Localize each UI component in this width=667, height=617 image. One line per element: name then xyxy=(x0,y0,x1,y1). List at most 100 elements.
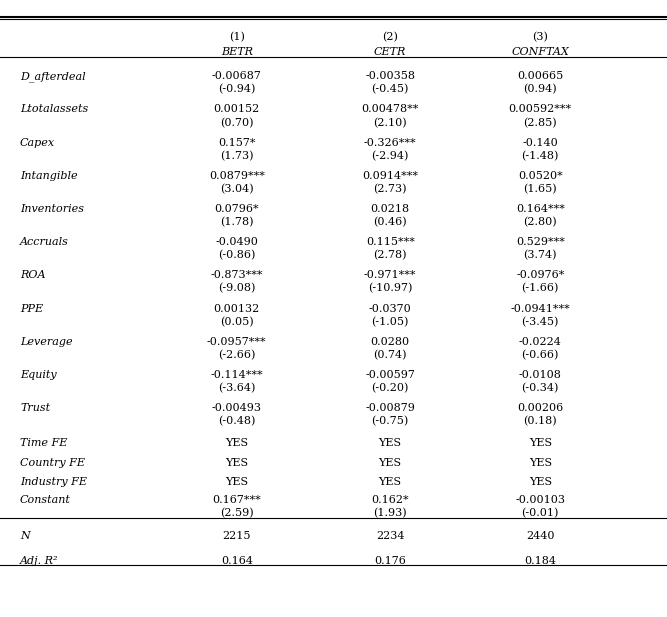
Text: 0.0280: 0.0280 xyxy=(371,337,410,347)
Text: (-0.20): (-0.20) xyxy=(372,383,409,393)
Text: (-0.01): (-0.01) xyxy=(522,508,559,518)
Text: 0.115***: 0.115*** xyxy=(366,237,415,247)
Text: (-2.94): (-2.94) xyxy=(372,151,409,161)
Text: -0.873***: -0.873*** xyxy=(211,270,263,280)
Text: (2.73): (2.73) xyxy=(374,184,407,194)
Text: D_afterdeal: D_afterdeal xyxy=(20,71,85,82)
Text: (-1.05): (-1.05) xyxy=(372,317,409,327)
Text: -0.00687: -0.00687 xyxy=(212,71,261,81)
Text: 0.164: 0.164 xyxy=(221,557,253,566)
Text: CONFTAX: CONFTAX xyxy=(512,47,569,57)
Text: 0.176: 0.176 xyxy=(374,557,406,566)
Text: YES: YES xyxy=(379,458,402,468)
Text: 2234: 2234 xyxy=(376,531,404,541)
Text: -0.0976*: -0.0976* xyxy=(516,270,564,280)
Text: (1.65): (1.65) xyxy=(524,184,557,194)
Text: Ltotalassets: Ltotalassets xyxy=(20,104,88,114)
Text: -0.0490: -0.0490 xyxy=(215,237,258,247)
Text: YES: YES xyxy=(529,458,552,468)
Text: (-2.66): (-2.66) xyxy=(218,350,255,360)
Text: -0.0108: -0.0108 xyxy=(519,370,562,380)
Text: 0.157*: 0.157* xyxy=(218,138,255,147)
Text: CETR: CETR xyxy=(374,47,406,57)
Text: -0.0957***: -0.0957*** xyxy=(207,337,267,347)
Text: 0.164***: 0.164*** xyxy=(516,204,565,214)
Text: Constant: Constant xyxy=(20,495,71,505)
Text: (2.10): (2.10) xyxy=(374,117,407,128)
Text: -0.00879: -0.00879 xyxy=(366,403,415,413)
Text: 0.0914***: 0.0914*** xyxy=(362,171,418,181)
Text: (-0.45): (-0.45) xyxy=(372,85,409,94)
Text: -0.0224: -0.0224 xyxy=(519,337,562,347)
Text: -0.00597: -0.00597 xyxy=(366,370,415,380)
Text: 0.184: 0.184 xyxy=(524,557,556,566)
Text: (-0.34): (-0.34) xyxy=(522,383,559,393)
Text: (0.05): (0.05) xyxy=(220,317,253,327)
Text: (-3.64): (-3.64) xyxy=(218,383,255,393)
Text: 0.0796*: 0.0796* xyxy=(215,204,259,214)
Text: (1.93): (1.93) xyxy=(374,508,407,518)
Text: BETR: BETR xyxy=(221,47,253,57)
Text: (0.70): (0.70) xyxy=(220,117,253,128)
Text: (3.04): (3.04) xyxy=(220,184,253,194)
Text: -0.971***: -0.971*** xyxy=(364,270,416,280)
Text: 0.529***: 0.529*** xyxy=(516,237,565,247)
Text: -0.00493: -0.00493 xyxy=(212,403,261,413)
Text: (-0.66): (-0.66) xyxy=(522,350,559,360)
Text: 0.0218: 0.0218 xyxy=(371,204,410,214)
Text: Inventories: Inventories xyxy=(20,204,84,214)
Text: 0.0879***: 0.0879*** xyxy=(209,171,265,181)
Text: 2215: 2215 xyxy=(223,531,251,541)
Text: Industry FE: Industry FE xyxy=(20,478,87,487)
Text: (3.74): (3.74) xyxy=(524,250,557,260)
Text: (1.73): (1.73) xyxy=(220,151,253,161)
Text: -0.140: -0.140 xyxy=(522,138,558,147)
Text: Country FE: Country FE xyxy=(20,458,85,468)
Text: (-0.48): (-0.48) xyxy=(218,416,255,426)
Text: -0.326***: -0.326*** xyxy=(364,138,416,147)
Text: 0.00132: 0.00132 xyxy=(213,304,260,313)
Text: 2440: 2440 xyxy=(526,531,554,541)
Text: (1): (1) xyxy=(229,32,245,42)
Text: (0.94): (0.94) xyxy=(524,85,557,94)
Text: (2): (2) xyxy=(382,32,398,42)
Text: (0.46): (0.46) xyxy=(374,217,407,227)
Text: YES: YES xyxy=(379,478,402,487)
Text: 0.00478**: 0.00478** xyxy=(362,104,419,114)
Text: YES: YES xyxy=(529,438,552,448)
Text: Time FE: Time FE xyxy=(20,438,67,448)
Text: ROA: ROA xyxy=(20,270,45,280)
Text: (0.74): (0.74) xyxy=(374,350,407,360)
Text: (2.80): (2.80) xyxy=(524,217,557,227)
Text: YES: YES xyxy=(225,478,248,487)
Text: (-3.45): (-3.45) xyxy=(522,317,559,327)
Text: (2.85): (2.85) xyxy=(524,117,557,128)
Text: (-1.66): (-1.66) xyxy=(522,283,559,294)
Text: -0.114***: -0.114*** xyxy=(211,370,263,380)
Text: Capex: Capex xyxy=(20,138,55,147)
Text: (2.78): (2.78) xyxy=(374,250,407,260)
Text: 0.00206: 0.00206 xyxy=(517,403,564,413)
Text: (2.59): (2.59) xyxy=(220,508,253,518)
Text: (-0.94): (-0.94) xyxy=(218,85,255,94)
Text: (0.18): (0.18) xyxy=(524,416,557,426)
Text: Leverage: Leverage xyxy=(20,337,73,347)
Text: YES: YES xyxy=(225,458,248,468)
Text: -0.00103: -0.00103 xyxy=(516,495,565,505)
Text: Adj. R²: Adj. R² xyxy=(20,557,59,566)
Text: (3): (3) xyxy=(532,32,548,42)
Text: Accruals: Accruals xyxy=(20,237,69,247)
Text: -0.0370: -0.0370 xyxy=(369,304,412,313)
Text: YES: YES xyxy=(529,478,552,487)
Text: 0.00152: 0.00152 xyxy=(213,104,260,114)
Text: (1.78): (1.78) xyxy=(220,217,253,227)
Text: N: N xyxy=(20,531,30,541)
Text: -0.00358: -0.00358 xyxy=(366,71,415,81)
Text: PPE: PPE xyxy=(20,304,43,313)
Text: YES: YES xyxy=(225,438,248,448)
Text: 0.00592***: 0.00592*** xyxy=(509,104,572,114)
Text: Trust: Trust xyxy=(20,403,50,413)
Text: 0.00665: 0.00665 xyxy=(517,71,564,81)
Text: Equity: Equity xyxy=(20,370,57,380)
Text: YES: YES xyxy=(379,438,402,448)
